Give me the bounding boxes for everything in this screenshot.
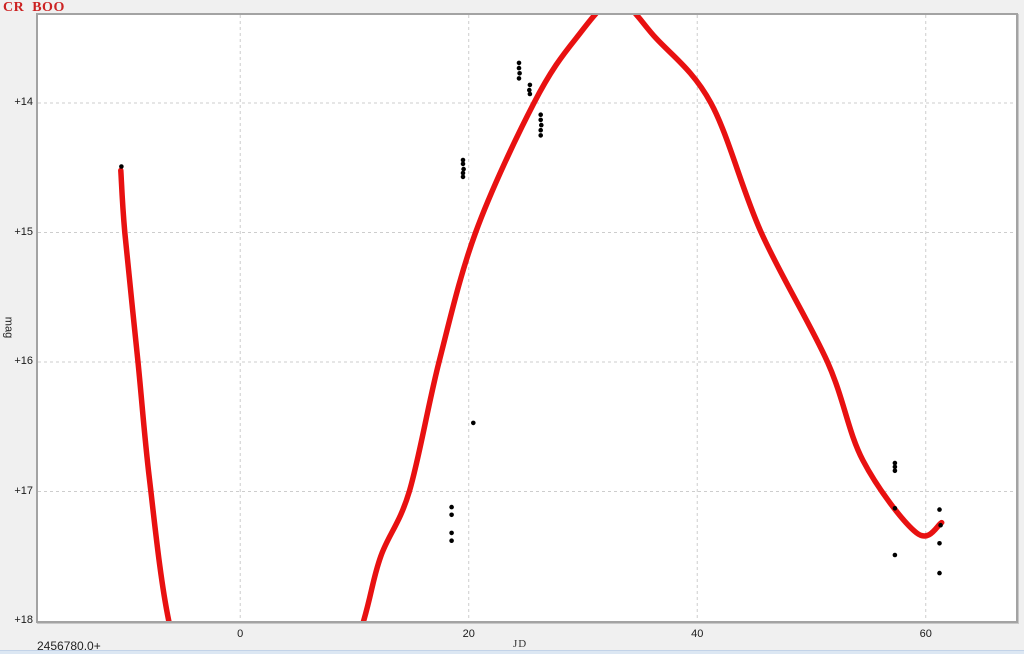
data-point: [892, 468, 898, 474]
data-point: [471, 420, 476, 426]
data-point: [937, 570, 942, 576]
y-tick-label: +14: [14, 96, 33, 109]
data-point: [449, 504, 454, 510]
data-point: [892, 464, 898, 470]
data-point: [119, 164, 124, 169]
data-point: [892, 460, 898, 466]
data-point: [527, 82, 533, 88]
chart-title: CR BOO: [3, 0, 65, 15]
y-tick-label: +17: [14, 484, 33, 497]
data-point: [516, 65, 522, 71]
data-point: [892, 506, 898, 511]
data-point: [449, 538, 454, 543]
y-tick-label: +15: [14, 225, 33, 238]
data-point: [449, 512, 454, 518]
data-point: [516, 76, 522, 81]
x-tick-label: 20: [462, 628, 475, 640]
data-point: [449, 530, 454, 536]
data-point: [517, 71, 522, 76]
data-point: [460, 161, 466, 167]
data-point: [460, 157, 466, 163]
y-tick-label: +18: [14, 614, 33, 626]
plot-area: [36, 13, 1018, 623]
window-bottom-edge: [0, 650, 1024, 654]
y-tick-label: +16: [14, 355, 33, 368]
data-point: [460, 174, 466, 180]
x-axis-label: JD: [513, 638, 528, 650]
x-axis-offset-label: 2456780.0+: [37, 639, 101, 653]
data-point: [938, 522, 943, 528]
data-point: [538, 117, 543, 123]
data-point: [527, 87, 532, 93]
x-tick-label: 40: [691, 628, 704, 640]
data-point: [538, 127, 543, 133]
data-point: [937, 507, 942, 512]
data-point: [892, 552, 898, 558]
data-point: [937, 541, 942, 546]
x-tick-label: 60: [919, 628, 932, 640]
data-point: [527, 91, 533, 97]
data-point: [461, 166, 466, 172]
x-tick-label: 0: [237, 628, 244, 640]
data-point: [539, 122, 544, 128]
data-point: [516, 60, 522, 66]
data-point: [460, 170, 466, 176]
plot-canvas: [38, 15, 1016, 621]
model-fit-curve: [118, 15, 945, 621]
data-point: [538, 112, 543, 117]
y-axis-label: mag: [2, 316, 15, 339]
data-point: [538, 133, 543, 138]
